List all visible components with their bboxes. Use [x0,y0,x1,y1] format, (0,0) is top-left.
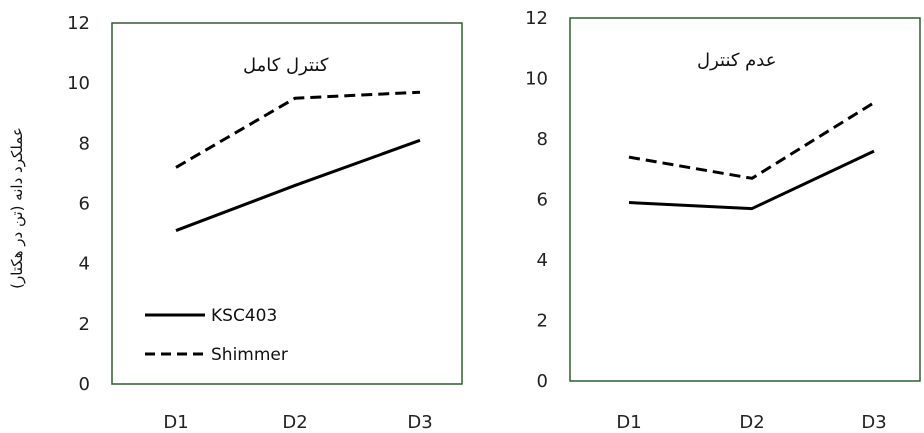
left-plot-frame [111,22,463,385]
right-ytick-label: 6 [537,190,548,211]
right-series-line-solid [628,149,875,211]
right-plot-frame [569,17,921,382]
right-panel: 0 2 4 6 8 10 12 D1 D2 D3 عدم کنترل [525,8,921,433]
right-xtick-label: D1 [616,412,641,433]
legend-label-ksc403: KSC403 [211,306,277,326]
left-ytick-label: 8 [79,133,90,154]
right-ytick-label: 10 [525,69,548,90]
legend-label-shimmer: Shimmer [211,345,288,365]
right-ytick-label: 2 [537,311,548,332]
right-ytick-label: 0 [537,371,548,392]
right-series-lines [628,101,875,211]
left-ytick-label: 10 [67,73,90,94]
left-series-lines [175,90,421,232]
left-ytick-label: 0 [79,374,90,395]
right-xtick-label: D3 [861,412,886,433]
left-series-line-dashed [175,90,421,169]
right-y-axis-ticks: 0 2 4 6 8 10 12 [525,8,548,392]
right-xtick-label: D2 [739,412,764,433]
right-series-line-dashed [628,101,875,180]
left-x-axis-ticks: D1 D2 D3 [163,412,432,433]
left-series-line-solid [175,138,421,232]
left-y-axis-ticks: 0 2 4 6 8 10 12 [67,13,90,395]
right-panel-title: عدم کنترل [697,50,777,71]
left-ytick-label: 2 [79,314,90,335]
left-ytick-label: 4 [79,254,90,275]
legend: KSC403 Shimmer [145,306,288,365]
y-axis-label: عملکرد دانه (تن در هکتار) [8,127,26,289]
left-xtick-label: D3 [407,412,432,433]
right-x-axis-ticks: D1 D2 D3 [616,412,886,433]
right-ytick-label: 4 [537,250,548,271]
left-ytick-label: 12 [67,13,90,34]
left-xtick-label: D2 [282,412,307,433]
left-xtick-label: D1 [163,412,188,433]
left-ytick-label: 6 [79,194,90,215]
left-panel: 0 2 4 6 8 10 12 D1 D2 D3 کنترل کامل عملکرد دانه … [8,13,463,433]
right-ytick-label: 8 [537,129,548,150]
left-panel-title: کنترل کامل [243,55,329,76]
right-ytick-label: 12 [525,8,548,29]
